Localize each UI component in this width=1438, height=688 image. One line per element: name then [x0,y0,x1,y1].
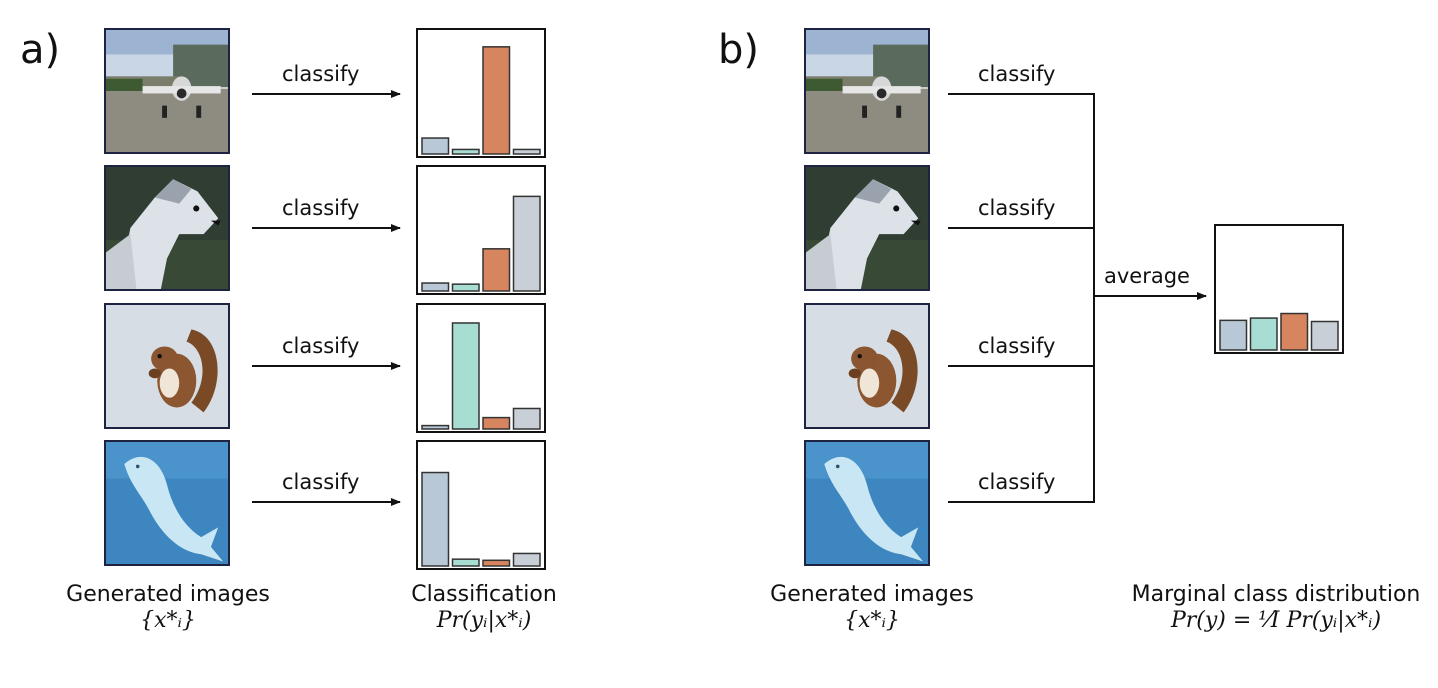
caption-math: Pr(y) = ¹⁄I Pr(yᵢ|x*ᵢ) [1170,608,1382,633]
class-probability-chart-2 [416,165,546,295]
husky-dog-image [104,165,230,291]
bar-2 [451,148,480,155]
generated-images-caption-b: Generated images {x*ᵢ} [770,582,974,634]
squirrel-image [804,303,930,429]
merge-lines-b [948,93,1095,503]
beluga-whale-image [804,440,930,566]
bar-2 [451,558,480,567]
classify-label-a-4: classify [282,470,360,494]
caption-title: Classification [411,582,557,607]
bar-4 [512,407,541,430]
bar-3 [1280,312,1309,351]
bar-1 [421,424,450,430]
bar-2 [451,283,480,292]
bar-2 [451,322,480,430]
bar-1 [421,282,450,292]
classify-label-b-1: classify [978,62,1056,86]
bar-3 [482,416,511,430]
classify-label-b-4: classify [978,470,1056,494]
marginal-caption: Marginal class distribution Pr(y) = ¹⁄I … [1132,582,1421,634]
classify-label-a-1: classify [282,62,360,86]
husky-dog-image [804,165,930,291]
marginal-distribution-chart [1214,224,1344,354]
classify-label-a-2: classify [282,196,360,220]
bar-3 [482,248,511,292]
airplane-image [104,28,230,154]
bar-2 [1249,317,1278,351]
squirrel-image [104,303,230,429]
class-probability-chart-3 [416,303,546,433]
classify-label-b-3: classify [978,334,1056,358]
classify-label-b-2: classify [978,196,1056,220]
panel-a-letter: a) [20,27,61,73]
classify-label-a-3: classify [282,334,360,358]
bar-3 [482,46,511,155]
beluga-whale-image [104,440,230,566]
class-probability-chart-1 [416,28,546,158]
average-label: average [1104,264,1190,288]
caption-title: Generated images [770,582,974,607]
bar-4 [1310,320,1339,351]
bar-1 [421,137,450,155]
bar-4 [512,148,541,155]
caption-title: Generated images [66,582,270,607]
panel-b-letter: b) [718,27,759,73]
airplane-image [804,28,930,154]
bar-3 [482,559,511,567]
caption-math: Pr(yᵢ|x*ᵢ) [436,608,532,633]
classification-caption: Classification Pr(yᵢ|x*ᵢ) [411,582,557,634]
caption-title: Marginal class distribution [1131,582,1421,607]
bar-1 [1219,319,1248,351]
class-probability-chart-4 [416,440,546,570]
generated-images-caption-a: Generated images {x*ᵢ} [66,582,270,634]
caption-math: {x*ᵢ} [140,608,196,633]
bar-4 [512,552,541,567]
caption-math: {x*ᵢ} [844,608,900,633]
bar-1 [421,471,450,567]
bar-4 [512,195,541,292]
